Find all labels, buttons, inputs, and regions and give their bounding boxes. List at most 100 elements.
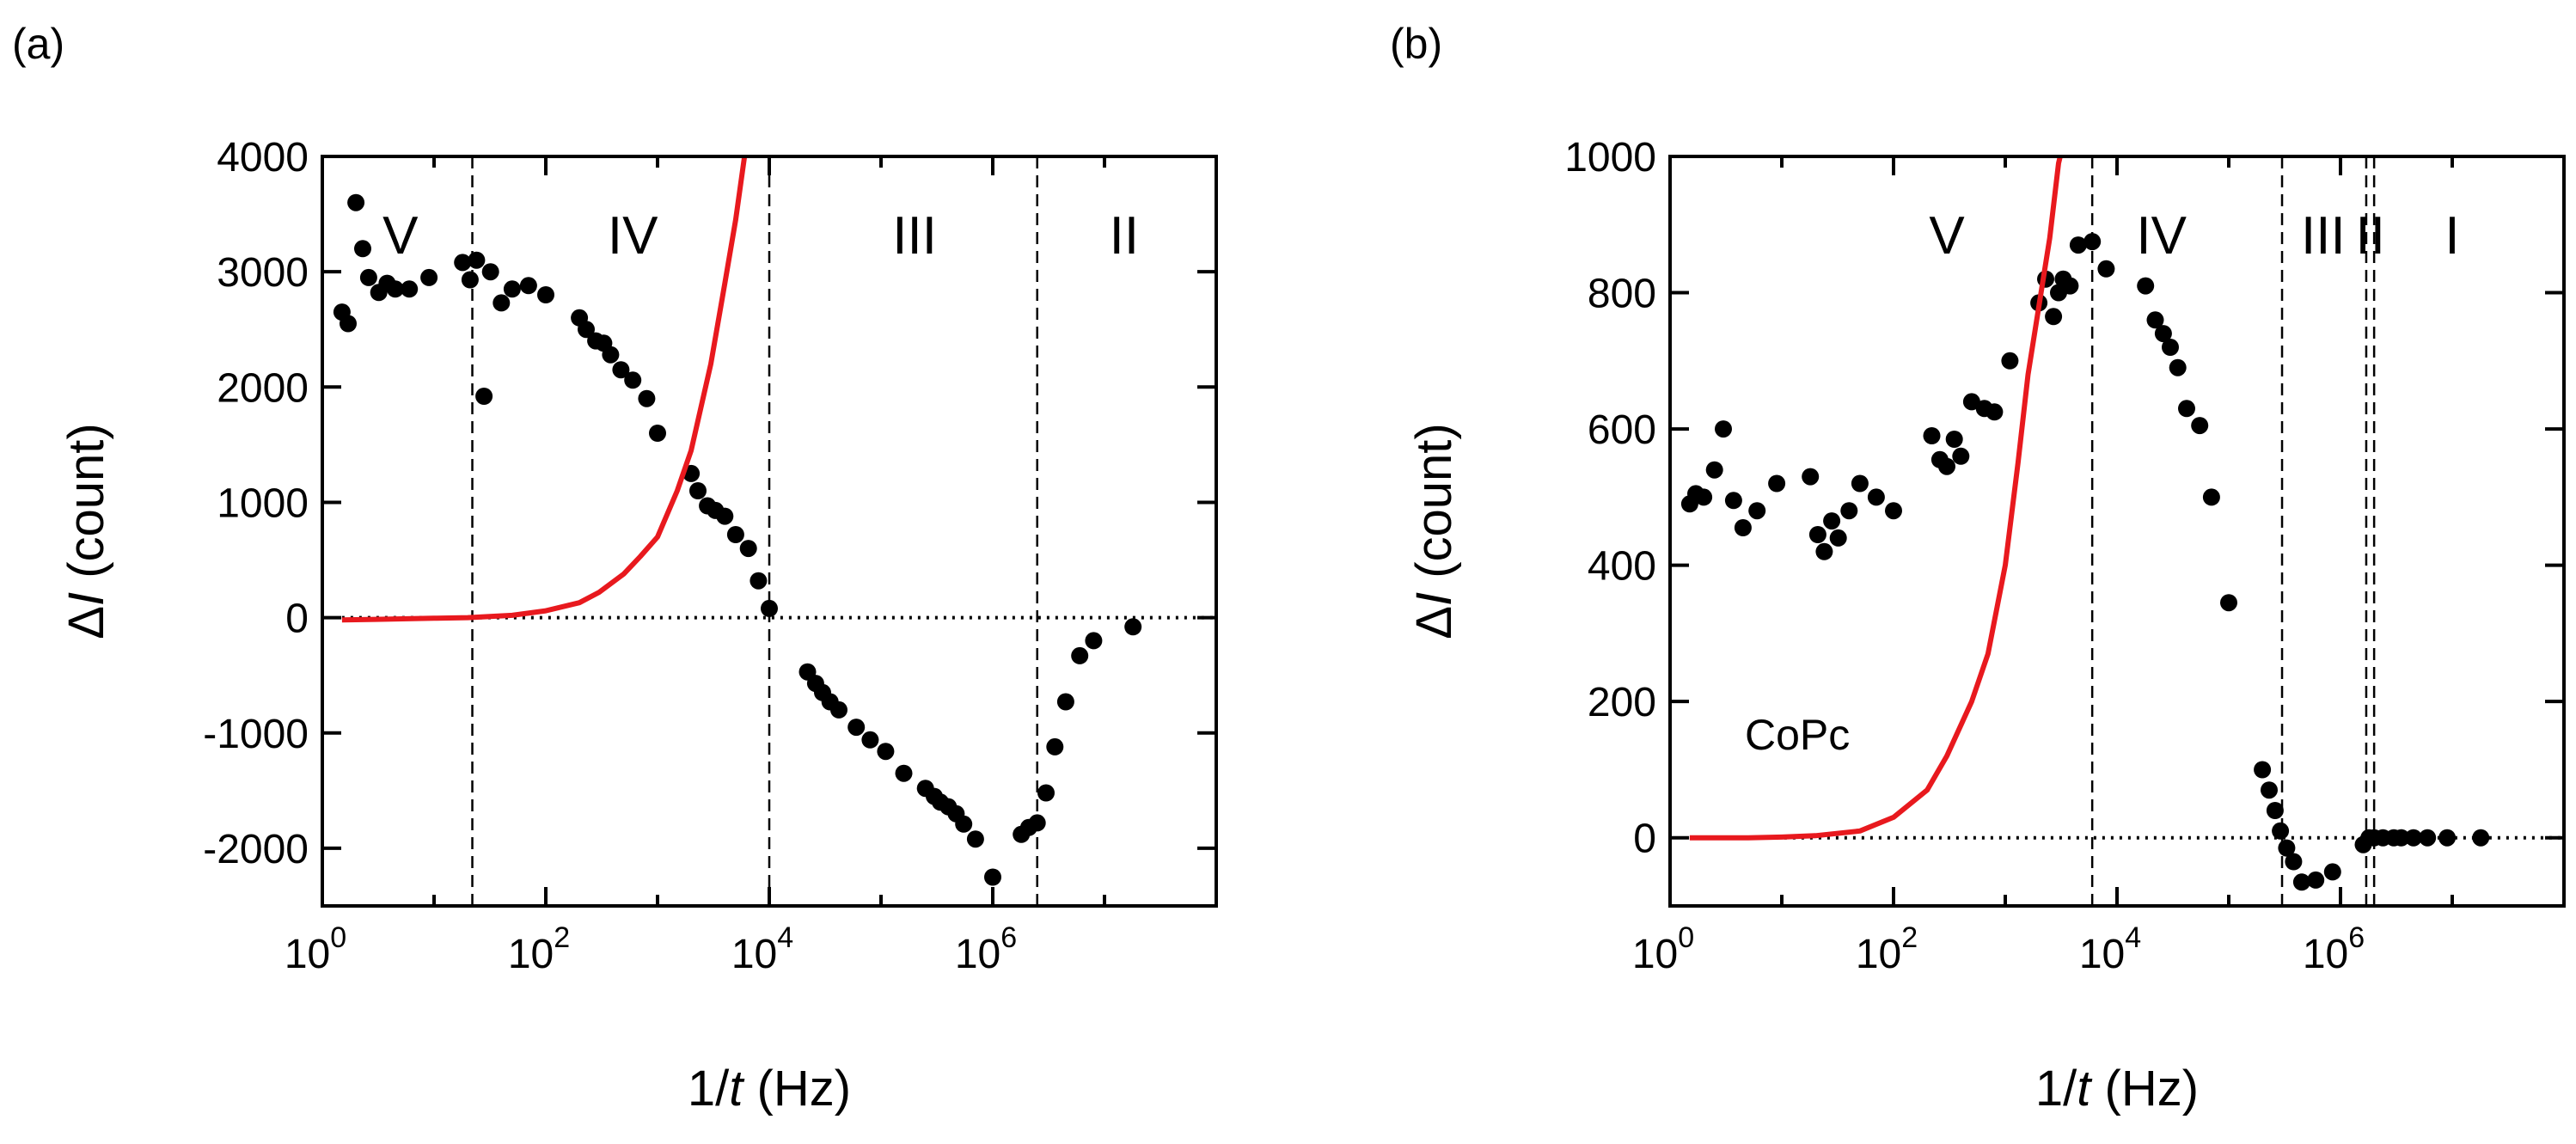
region-label: III	[892, 206, 937, 266]
x-tick-base: 10	[1632, 932, 1678, 977]
x-tick-exponent: 0	[330, 921, 346, 954]
y-tick-label: 200	[1588, 680, 1656, 725]
region-label: I	[2444, 206, 2459, 266]
y-axis-title-part: Δ	[58, 606, 114, 639]
data-point	[2261, 781, 2278, 799]
data-point	[2419, 829, 2437, 847]
data-point	[638, 389, 656, 407]
data-point	[578, 321, 595, 339]
x-tick-base: 10	[508, 932, 554, 977]
data-point	[1695, 488, 1713, 506]
data-point	[750, 572, 768, 590]
x-tick-exponent: 6	[2348, 921, 2365, 954]
data-point	[2438, 829, 2457, 847]
x-tick-label: 106	[2303, 921, 2365, 977]
y-axis-title: ΔI (count)	[58, 423, 114, 639]
x-tick-exponent: 6	[1000, 921, 1017, 954]
data-point	[1085, 632, 1103, 650]
x-tick-base: 10	[1856, 932, 1901, 977]
region-label: IV	[2136, 206, 2187, 266]
y-axis-title: ΔI (count)	[1406, 423, 1462, 639]
data-point	[1037, 784, 1055, 802]
x-tick-exponent: 4	[2125, 921, 2141, 954]
data-point	[1851, 474, 1869, 492]
data-point	[1124, 618, 1142, 636]
data-point	[468, 251, 486, 269]
data-point	[2061, 277, 2079, 295]
y-tick-label: 1000	[217, 480, 309, 526]
plot-frame	[321, 155, 1218, 908]
data-point	[761, 599, 778, 617]
data-point	[2069, 236, 2087, 254]
data-point	[1962, 393, 1980, 411]
data-point	[1748, 502, 1766, 520]
data-point	[1938, 457, 1955, 475]
data-point	[1952, 447, 1970, 465]
region-label: II	[1110, 206, 1139, 266]
data-point	[2392, 829, 2410, 847]
data-point	[716, 507, 734, 525]
data-point	[877, 743, 895, 761]
data-point	[2097, 260, 2115, 278]
region-label: V	[1929, 206, 1965, 266]
data-point	[537, 286, 554, 303]
data-point	[602, 346, 620, 364]
panel-label: (a)	[12, 20, 64, 68]
data-point	[1705, 461, 1723, 479]
y-tick-label: 3000	[217, 250, 309, 296]
x-tick-base: 10	[285, 932, 330, 977]
data-point	[1829, 529, 1847, 547]
data-point	[984, 868, 1001, 886]
y-tick-label: 400	[1588, 544, 1656, 590]
x-tick-label: 102	[508, 921, 570, 977]
x-tick-exponent: 2	[554, 921, 570, 954]
data-point	[2285, 853, 2303, 871]
data-point	[493, 294, 511, 312]
data-point	[359, 268, 377, 286]
data-point	[1028, 814, 1046, 832]
x-axis-title-part: (Hz)	[743, 1061, 851, 1116]
data-point	[2266, 802, 2284, 819]
data-point	[1945, 431, 1963, 448]
data-point	[354, 240, 371, 258]
panel-label: (b)	[1390, 20, 1442, 68]
data-point	[1056, 693, 1074, 711]
region-label: V	[382, 206, 419, 266]
data-point	[2472, 829, 2490, 847]
data-point	[2191, 417, 2209, 435]
data-point	[2169, 358, 2187, 376]
y-tick-label: -2000	[203, 827, 309, 872]
data-point	[1715, 420, 1732, 438]
data-point	[2162, 339, 2179, 356]
y-tick-label: -1000	[203, 712, 309, 757]
x-axis-title-part: t	[729, 1061, 745, 1116]
y-axis-title-part: I	[58, 592, 114, 606]
x-tick-base: 10	[731, 932, 777, 977]
x-tick-label: 106	[955, 921, 1017, 977]
data-point	[1071, 646, 1089, 664]
y-tick-label: 1000	[1564, 135, 1656, 180]
x-axis-title-part: (Hz)	[2090, 1061, 2199, 1116]
data-point	[340, 315, 357, 333]
data-point	[2272, 822, 2290, 840]
x-axis-title-part: 1/	[688, 1061, 730, 1116]
data-point	[861, 731, 879, 749]
data-point	[2146, 311, 2164, 329]
data-point	[895, 764, 913, 782]
data-point	[1768, 474, 1786, 492]
data-point	[1808, 526, 1826, 543]
data-point	[955, 815, 973, 833]
data-point	[2178, 400, 2195, 418]
data-point	[726, 526, 744, 543]
fit-curve	[1689, 156, 2063, 841]
data-point	[461, 271, 479, 289]
data-point	[1815, 542, 1833, 560]
x-tick-base: 10	[2079, 932, 2125, 977]
x-tick-label: 100	[1632, 921, 1694, 977]
x-axis-title-part: 1/	[2035, 1061, 2077, 1116]
y-axis-title-part: (count)	[1406, 423, 1462, 592]
data-point	[347, 193, 365, 211]
y-tick-label: 800	[1588, 272, 1656, 317]
data-point	[2045, 308, 2063, 326]
